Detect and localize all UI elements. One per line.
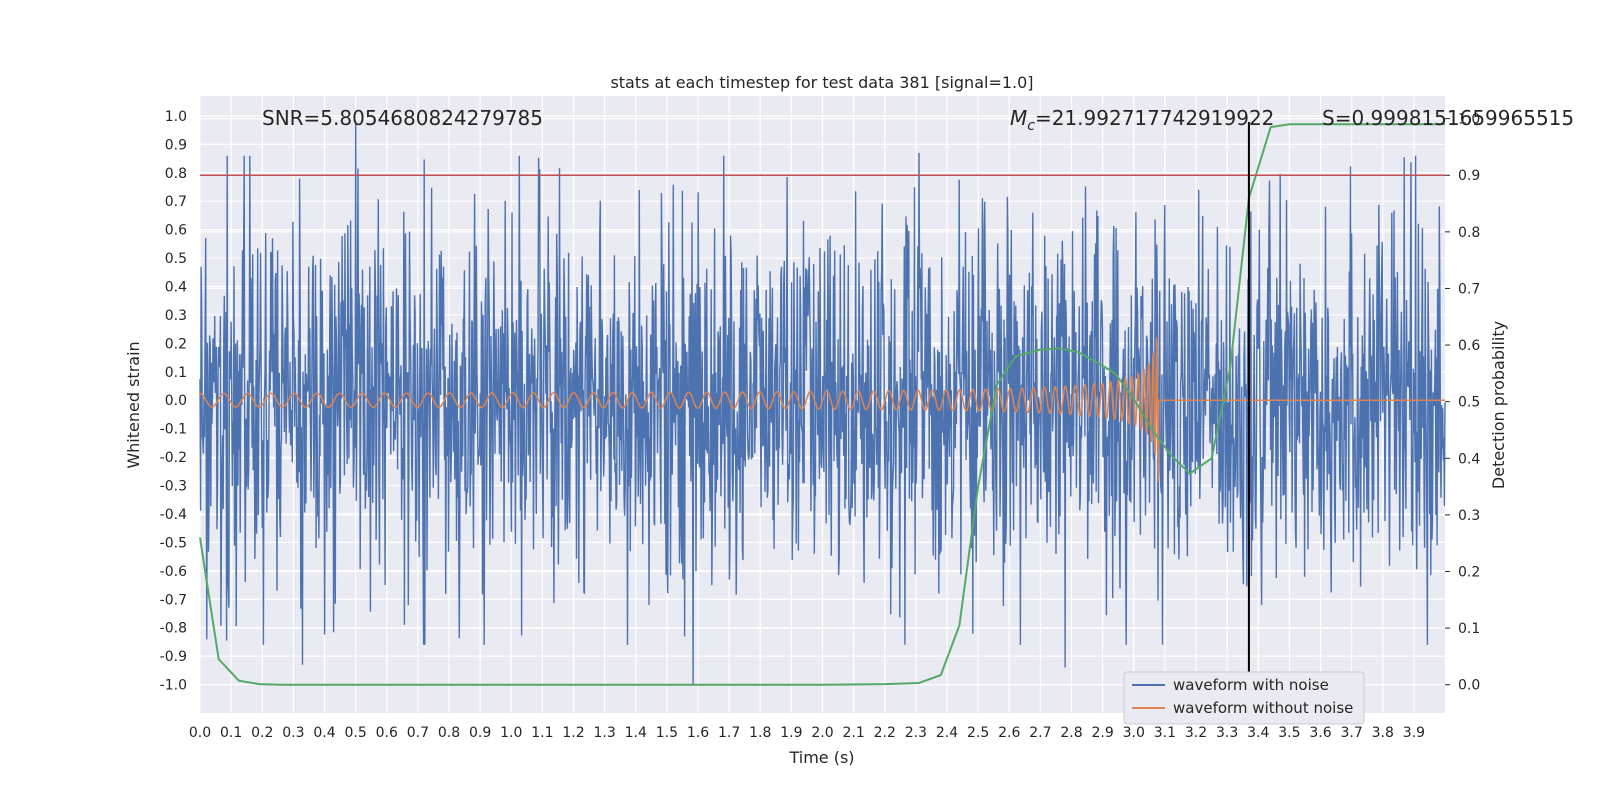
- x-tick-label: 1.0: [500, 725, 522, 741]
- x-tick-label: 3.8: [1372, 725, 1394, 741]
- x-tick-label: 0.8: [438, 725, 460, 741]
- x-tick-label: 1.1: [531, 725, 553, 741]
- mc-annotation: Mc=21.992717742919922: [1010, 106, 1274, 134]
- y-right-tick-label: 0.0: [1458, 678, 1480, 694]
- x-tick-label: 2.0: [811, 725, 833, 741]
- series-waveform-with-noise: [199, 121, 1446, 685]
- y-right-tick-label: 0.4: [1458, 451, 1480, 467]
- x-tick-label: 0.6: [376, 725, 398, 741]
- x-tick-label: 1.6: [687, 725, 709, 741]
- x-tick-label: 1.7: [718, 725, 740, 741]
- legend-label-noise: waveform with noise: [1173, 676, 1329, 694]
- x-tick-label: 0.7: [407, 725, 429, 741]
- legend: waveform with noise waveform without noi…: [1123, 671, 1365, 725]
- x-tick-label: 1.2: [562, 725, 584, 741]
- y-left-tick-label: -0.5: [160, 535, 187, 551]
- y-left-tick-label: 0.2: [165, 336, 187, 352]
- y-left-tick-label: -0.3: [160, 479, 187, 495]
- y-left-tick-label: 0.0: [165, 393, 187, 409]
- x-tick-label: 0.0: [189, 725, 211, 741]
- x-tick-label: 3.7: [1340, 725, 1362, 741]
- y-left-tick-label: 0.5: [165, 251, 187, 267]
- x-tick-label: 1.4: [625, 725, 647, 741]
- x-tick-label: 2.3: [905, 725, 927, 741]
- y-right-tick-labels: 1.0 0.9 0.8 0.7 0.6 0.5 0.4 0.3 0.2 0.1 0.0: [1445, 112, 1480, 694]
- y-right-tick-label: 0.2: [1458, 564, 1480, 580]
- chart-title: stats at each timestep for test data 381…: [610, 73, 1033, 92]
- y-left-tick-label: 0.3: [165, 308, 187, 324]
- x-tick-label: 3.4: [1247, 725, 1269, 741]
- x-tick-label: 0.3: [282, 725, 304, 741]
- series-waveform-without-noise: [199, 337, 1445, 483]
- y-left-tick-label: -0.2: [160, 450, 187, 466]
- x-tick-label: 3.1: [1154, 725, 1176, 741]
- x-tick-label: 2.7: [1029, 725, 1051, 741]
- x-tick-label: 2.1: [842, 725, 864, 741]
- y-axis-label-right: Detection probability: [1489, 321, 1508, 489]
- legend-box: [1123, 671, 1365, 725]
- legend-label-no-noise: waveform without noise: [1173, 699, 1353, 717]
- x-tick-labels: 0.0 0.1 0.2 0.3 0.4 0.5 0.6 0.7 0.8 0.9 1.0 1.1 1.2 1…: [189, 725, 1425, 741]
- x-tick-label: 0.2: [251, 725, 273, 741]
- y-left-tick-label: -0.7: [160, 592, 187, 608]
- x-tick-label: 2.5: [967, 725, 989, 741]
- series-detection-probability: [199, 123, 1445, 686]
- x-tick-label: 3.0: [1123, 725, 1145, 741]
- x-tick-label: 3.3: [1216, 725, 1238, 741]
- y-left-tick-label: -0.9: [160, 649, 187, 665]
- x-tick-label: 1.8: [749, 725, 771, 741]
- line-waveform-without-noise: [199, 337, 1445, 483]
- mc-value: =21.992717742919922: [1035, 106, 1274, 130]
- y-left-tick-labels: 1.0 0.9 0.8 0.7 0.6 0.5 0.4 0.3 0.2 0.1 0.0 -0.1 -0.…: [160, 109, 187, 694]
- y-left-tick-label: -0.1: [160, 422, 187, 438]
- y-right-tick-label: 0.6: [1458, 338, 1480, 354]
- x-tick-label: 3.6: [1309, 725, 1331, 741]
- x-tick-label: 1.9: [780, 725, 802, 741]
- y-left-tick-label: -1.0: [160, 678, 187, 694]
- y-right-tick-label: 0.1: [1458, 621, 1480, 637]
- y-left-tick-label: 0.1: [165, 365, 187, 381]
- y-right-tick-label: 0.8: [1458, 225, 1480, 241]
- x-tick-label: 1.5: [656, 725, 678, 741]
- y-left-tick-label: -0.4: [160, 507, 187, 523]
- y-right-tick-label: 0.9: [1458, 168, 1480, 184]
- mc-subscript: c: [1027, 118, 1035, 134]
- x-tick-label: 3.9: [1403, 725, 1425, 741]
- mc-symbol: M: [1010, 106, 1027, 130]
- y-right-tick-label: 0.3: [1458, 508, 1480, 524]
- x-tick-label: 2.4: [936, 725, 958, 741]
- y-left-tick-label: -0.8: [160, 621, 187, 637]
- y-left-tick-label: 0.9: [165, 137, 187, 153]
- line-waveform-with-noise: [199, 121, 1446, 685]
- x-tick-label: 0.5: [344, 725, 366, 741]
- y-right-tick-label: 1.0: [1458, 112, 1480, 128]
- x-tick-label: 2.9: [1091, 725, 1113, 741]
- x-tick-label: 2.6: [998, 725, 1020, 741]
- x-tick-label: 2.2: [874, 725, 896, 741]
- y-left-tick-label: 1.0: [165, 109, 187, 125]
- y-left-tick-label: 0.6: [165, 223, 187, 239]
- x-tick-label: 1.3: [593, 725, 615, 741]
- x-tick-label: 0.4: [313, 725, 335, 741]
- snr-annotation: SNR=5.8054680824279785: [262, 106, 543, 130]
- x-tick-label: 3.2: [1185, 725, 1207, 741]
- y-right-tick-label: 0.7: [1458, 281, 1480, 297]
- line-detection-probability: [199, 123, 1445, 686]
- y-left-tick-label: 0.7: [165, 194, 187, 210]
- x-tick-label: 0.9: [469, 725, 491, 741]
- x-tick-label: 2.8: [1060, 725, 1082, 741]
- y-left-tick-label: 0.4: [165, 280, 187, 296]
- s-annotation: S=0.9998151659965515: [1322, 106, 1574, 130]
- x-axis-label: Time (s): [788, 748, 854, 767]
- x-tick-label: 0.1: [220, 725, 242, 741]
- reference-lines: [200, 122, 1445, 683]
- x-tick-label: 3.5: [1278, 725, 1300, 741]
- y-left-tick-label: -0.6: [160, 564, 187, 580]
- y-axis-label-left: Whitened strain: [124, 341, 143, 468]
- y-right-tick-label: 0.5: [1458, 395, 1480, 411]
- y-left-tick-label: 0.8: [165, 166, 187, 182]
